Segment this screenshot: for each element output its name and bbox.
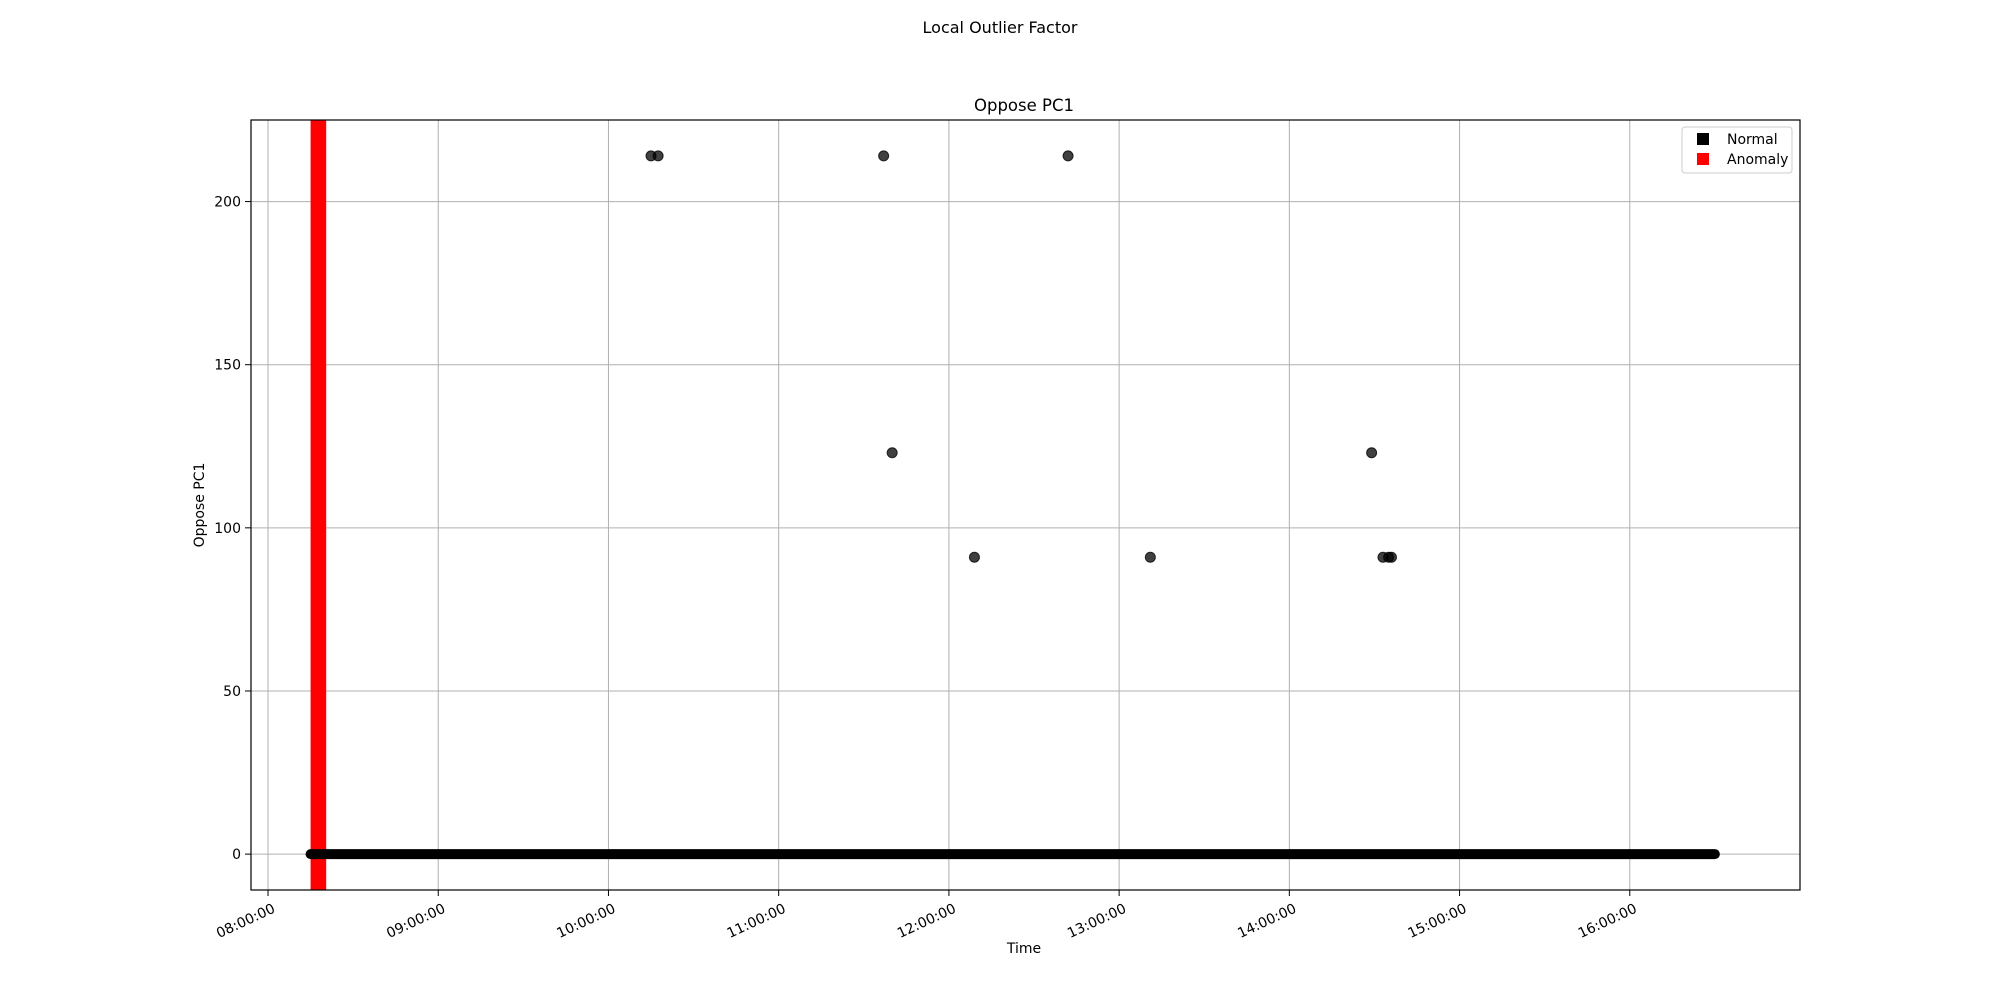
- data-point: [878, 150, 890, 162]
- x-tick-label: 08:00:00: [214, 901, 278, 942]
- y-tick-label: 50: [223, 684, 241, 700]
- axes-title: Oppose PC1: [974, 96, 1074, 115]
- y-axis-label: Oppose PC1: [192, 463, 208, 548]
- anomaly-span-layer: [310, 120, 327, 890]
- data-point: [1144, 551, 1156, 563]
- x-tick-label: 13:00:00: [1065, 901, 1129, 942]
- y-tick-label: 100: [214, 521, 241, 537]
- x-tick-label: 15:00:00: [1406, 901, 1470, 942]
- anomaly-span: [310, 120, 327, 890]
- data-point: [1366, 447, 1378, 459]
- data-point: [1385, 551, 1397, 563]
- x-tick-label: 10:00:00: [554, 901, 618, 942]
- gridlines: [251, 120, 1800, 890]
- legend-entries: Normal Anomaly: [1697, 132, 1788, 168]
- plot-frame: [250, 119, 1801, 891]
- data-point: [1062, 150, 1074, 162]
- x-tick-label: 14:00:00: [1235, 901, 1299, 942]
- legend-label-anomaly: Anomaly: [1727, 152, 1788, 168]
- points-layer: [645, 150, 1397, 563]
- legend-marker-anomaly: [1697, 153, 1709, 165]
- data-point: [652, 150, 664, 162]
- x-tick-layer: 08:00:00 09:00:00 10:00:00 11:00:00 12:00:00…: [214, 890, 1640, 942]
- data-point: [886, 447, 898, 459]
- y-tick-label: 200: [214, 195, 241, 211]
- legend-marker-normal: [1697, 133, 1709, 145]
- x-tick-label: 12:00:00: [895, 901, 959, 942]
- y-tick-layer: 0 50 100 150 200: [214, 195, 251, 863]
- legend-label-normal: Normal: [1727, 132, 1778, 148]
- legend-frame: [1681, 126, 1793, 174]
- legend: Normal Anomaly: [1681, 126, 1793, 174]
- x-tick-label: 11:00:00: [725, 901, 789, 942]
- x-tick-label: 09:00:00: [384, 901, 448, 942]
- data-point: [968, 551, 980, 563]
- x-tick-label: 16:00:00: [1576, 901, 1640, 942]
- y-tick-label: 150: [214, 358, 241, 374]
- y-tick-label: 0: [232, 847, 241, 863]
- figure-title: Local Outlier Factor: [923, 18, 1078, 37]
- x-axis-label: Time: [1006, 941, 1041, 957]
